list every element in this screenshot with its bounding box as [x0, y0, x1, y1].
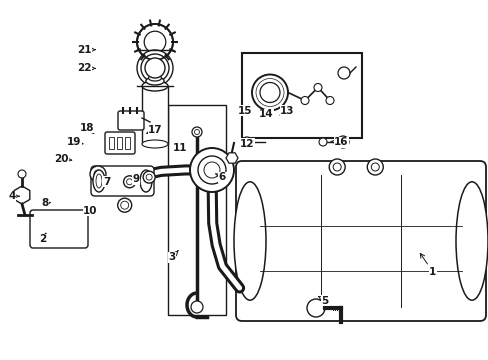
Ellipse shape	[142, 140, 168, 148]
Text: 1: 1	[419, 253, 435, 277]
Ellipse shape	[234, 182, 265, 300]
Text: 2: 2	[40, 233, 46, 244]
FancyBboxPatch shape	[118, 111, 143, 130]
Text: 12: 12	[239, 139, 254, 149]
Circle shape	[126, 179, 132, 185]
Bar	[117, 137, 122, 149]
Bar	[125, 137, 130, 149]
Circle shape	[18, 170, 26, 178]
Text: 21: 21	[77, 45, 95, 55]
Bar	[242, 53, 361, 138]
Ellipse shape	[93, 170, 105, 192]
Circle shape	[325, 96, 333, 104]
Text: 7: 7	[102, 177, 110, 187]
Circle shape	[251, 75, 287, 111]
Ellipse shape	[148, 75, 161, 81]
FancyBboxPatch shape	[236, 161, 485, 321]
Circle shape	[260, 82, 280, 103]
Circle shape	[141, 54, 169, 82]
Circle shape	[203, 162, 220, 178]
Circle shape	[198, 156, 225, 184]
Text: 20: 20	[54, 154, 72, 164]
Text: 18: 18	[80, 123, 94, 134]
Text: 10: 10	[83, 206, 98, 216]
Circle shape	[194, 130, 199, 135]
Circle shape	[144, 31, 165, 53]
Text: 5: 5	[318, 296, 328, 306]
Circle shape	[137, 50, 173, 86]
Circle shape	[366, 159, 383, 175]
Polygon shape	[14, 186, 30, 204]
Circle shape	[146, 174, 152, 180]
Text: 3: 3	[168, 251, 178, 262]
Text: 14: 14	[259, 109, 273, 120]
Text: 13: 13	[279, 106, 294, 116]
Bar	[142, 86, 168, 144]
Text: 17: 17	[146, 125, 163, 135]
FancyBboxPatch shape	[105, 132, 135, 154]
Text: 9: 9	[132, 174, 139, 184]
Circle shape	[190, 148, 234, 192]
Bar	[168, 105, 225, 315]
Text: 11: 11	[172, 143, 187, 153]
Circle shape	[94, 170, 102, 178]
Circle shape	[121, 201, 128, 209]
Polygon shape	[225, 153, 238, 163]
Text: 22: 22	[77, 63, 95, 73]
Circle shape	[336, 136, 348, 148]
Circle shape	[90, 166, 106, 182]
Circle shape	[118, 198, 131, 212]
Text: 15: 15	[238, 106, 252, 116]
Circle shape	[318, 138, 326, 146]
Ellipse shape	[142, 81, 168, 91]
Circle shape	[143, 171, 155, 183]
Circle shape	[301, 96, 308, 104]
Circle shape	[242, 137, 251, 147]
Circle shape	[313, 84, 321, 91]
Ellipse shape	[140, 170, 152, 192]
FancyBboxPatch shape	[91, 166, 154, 196]
Text: 8: 8	[41, 198, 50, 208]
Text: 4: 4	[8, 191, 19, 201]
Circle shape	[145, 58, 164, 78]
Ellipse shape	[145, 77, 164, 85]
FancyBboxPatch shape	[30, 210, 88, 248]
Ellipse shape	[455, 182, 487, 300]
Text: 16: 16	[330, 137, 348, 147]
Circle shape	[123, 176, 135, 188]
Ellipse shape	[96, 174, 102, 188]
Circle shape	[137, 24, 173, 60]
Text: 6: 6	[215, 172, 225, 182]
Circle shape	[191, 301, 203, 313]
Circle shape	[337, 67, 349, 79]
Bar	[109, 137, 114, 149]
Circle shape	[306, 299, 325, 317]
Circle shape	[370, 163, 379, 171]
Circle shape	[328, 159, 345, 175]
Text: 19: 19	[67, 137, 83, 147]
Circle shape	[332, 163, 341, 171]
Circle shape	[192, 127, 202, 137]
